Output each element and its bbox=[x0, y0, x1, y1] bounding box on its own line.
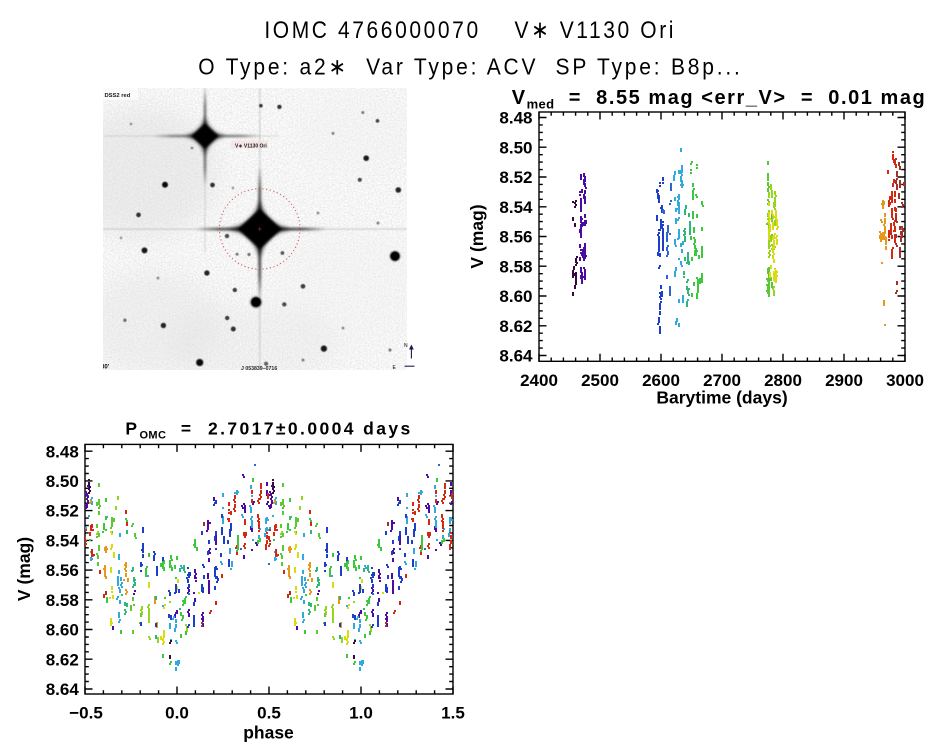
svg-text:E: E bbox=[393, 365, 397, 371]
svg-text:2400: 2400 bbox=[520, 371, 558, 390]
svg-text:8.48: 8.48 bbox=[46, 442, 79, 461]
svg-text:V (mag): V (mag) bbox=[14, 537, 34, 601]
svg-text:8.52: 8.52 bbox=[46, 502, 79, 521]
svg-text:8.50: 8.50 bbox=[46, 472, 79, 491]
svg-text:Barytime (days): Barytime (days) bbox=[656, 388, 787, 408]
svg-text:8.60: 8.60 bbox=[46, 621, 79, 640]
svg-text:O Type: a2∗ Var Type: ACV SP: O Type: a2∗ Var Type: ACV SP Type: B8p..… bbox=[198, 54, 742, 80]
svg-text:1.5: 1.5 bbox=[441, 703, 465, 722]
svg-text:8.64: 8.64 bbox=[46, 680, 80, 699]
svg-text:N: N bbox=[404, 343, 408, 349]
svg-text:8.50: 8.50 bbox=[499, 138, 532, 157]
svg-text:8.54: 8.54 bbox=[46, 532, 80, 551]
svg-text:POMC = 2.7017±0.0004 days: POMC = 2.7017±0.0004 days bbox=[125, 419, 412, 442]
svg-text:V∗ V1130 Ori: V∗ V1130 Ori bbox=[235, 144, 267, 150]
svg-text:phase: phase bbox=[243, 723, 294, 743]
svg-text:8.54: 8.54 bbox=[499, 198, 533, 217]
svg-text:2800: 2800 bbox=[764, 371, 802, 390]
svg-text:8.62: 8.62 bbox=[46, 650, 79, 669]
svg-text:3000: 3000 bbox=[886, 371, 924, 390]
svg-text:8.52: 8.52 bbox=[499, 168, 532, 187]
svg-text:8.56: 8.56 bbox=[499, 228, 532, 247]
svg-text:Vmed = 8.55 mag <err_V> =: Vmed = 8.55 mag <err_V> = 0.01 mag bbox=[512, 87, 927, 112]
svg-text:0.5: 0.5 bbox=[257, 703, 281, 722]
svg-text:DSS2 red: DSS2 red bbox=[105, 93, 131, 99]
svg-text:8.58: 8.58 bbox=[499, 257, 532, 276]
svg-text:1.0: 1.0 bbox=[349, 703, 373, 722]
svg-text:30': 30' bbox=[101, 365, 110, 371]
svg-text:0.0: 0.0 bbox=[165, 703, 189, 722]
svg-text:8.58: 8.58 bbox=[46, 591, 79, 610]
svg-text:8.48: 8.48 bbox=[499, 109, 532, 128]
svg-text:2900: 2900 bbox=[825, 371, 863, 390]
svg-text:8.64: 8.64 bbox=[499, 347, 533, 366]
svg-text:J 053839−0716: J 053839−0716 bbox=[241, 366, 277, 372]
svg-text:8.62: 8.62 bbox=[499, 317, 532, 336]
svg-text:2700: 2700 bbox=[703, 371, 741, 390]
svg-text:2600: 2600 bbox=[642, 371, 680, 390]
svg-text:8.60: 8.60 bbox=[499, 287, 532, 306]
svg-text:V (mag): V (mag) bbox=[467, 204, 487, 268]
svg-text:2500: 2500 bbox=[581, 371, 619, 390]
svg-text:8.56: 8.56 bbox=[46, 561, 79, 580]
svg-text:IOMC 4766000070 V∗ V1130 Or: IOMC 4766000070 V∗ V1130 Ori bbox=[264, 15, 676, 43]
svg-text:−0.5: −0.5 bbox=[69, 703, 103, 722]
